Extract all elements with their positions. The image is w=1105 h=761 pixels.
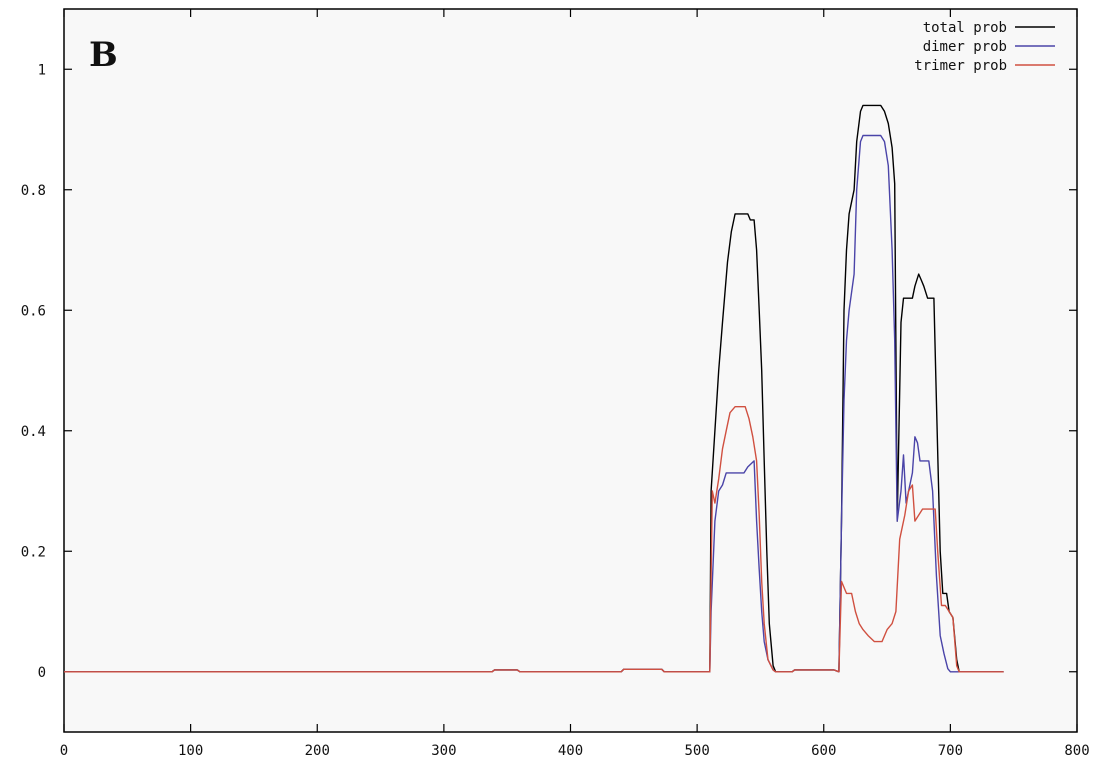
legend-label: dimer prob	[923, 39, 1007, 55]
y-tick-label: 0	[38, 665, 46, 681]
y-tick-label: 0.4	[21, 424, 46, 440]
x-tick-label: 800	[1064, 743, 1089, 759]
series-line-3	[64, 406, 1004, 673]
legend-label: trimer prob	[914, 58, 1007, 74]
x-tick-label: 200	[305, 743, 330, 759]
y-tick-label: 0.6	[21, 303, 46, 319]
y-tick-label: 1	[38, 62, 46, 78]
series-layer	[64, 104, 1004, 673]
plot-area	[63, 8, 1078, 733]
axis-ticks	[63, 9, 1078, 732]
y-tick-label: 0.8	[21, 183, 46, 199]
x-tick-label: 600	[811, 743, 836, 759]
x-tick-label: 300	[431, 743, 456, 759]
x-tick-label: 700	[938, 743, 963, 759]
x-tick-label: 500	[684, 743, 709, 759]
x-tick-label: 100	[178, 743, 203, 759]
panel-label: B	[89, 35, 118, 75]
legend-label: total prob	[923, 20, 1007, 36]
x-tick-label: 400	[558, 743, 583, 759]
axis-tick-labels: 0 100 200 300 400 500 600 700 800 0 0.2 0.4 0.6 0.8 1	[21, 62, 1090, 759]
x-tick-label: 0	[60, 743, 68, 759]
legend: total prob dimer prob trimer prob	[914, 20, 1055, 74]
y-tick-label: 0.2	[21, 544, 46, 560]
